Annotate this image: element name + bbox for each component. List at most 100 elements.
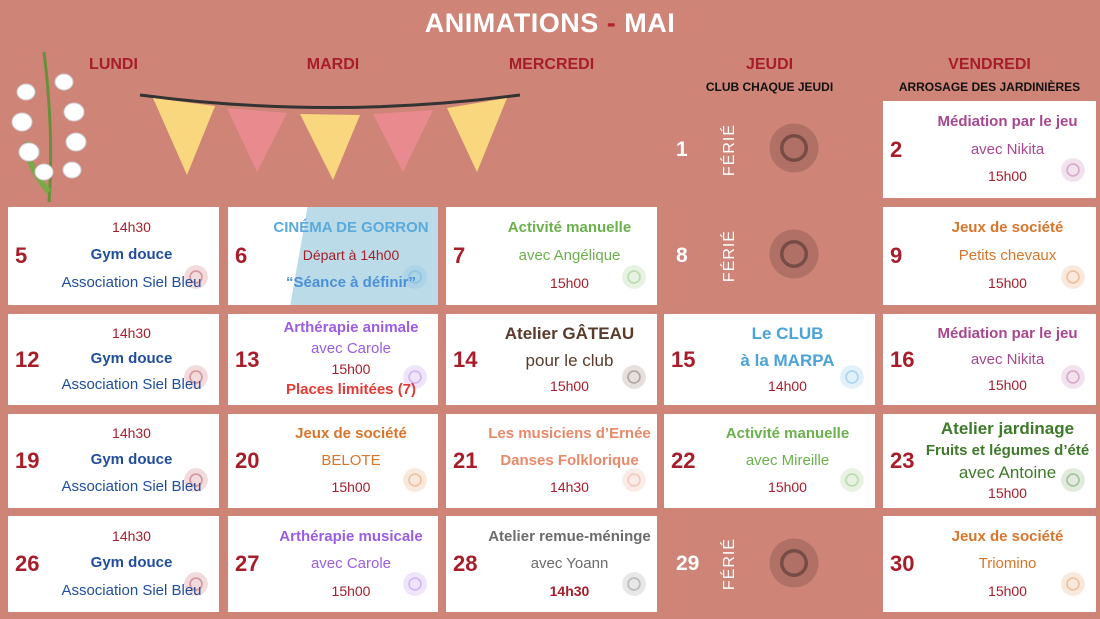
event-cell: 30 Jeux de société Triomino 15h00: [883, 516, 1096, 612]
event-line: Gym douce: [90, 349, 173, 367]
event-details: Activité manuelle avec Mireille 15h00: [704, 416, 871, 506]
day-number: 15: [671, 346, 696, 372]
butterfly-icon: [759, 528, 829, 603]
holiday-label: FÉRIÉ: [721, 537, 739, 591]
event-cell: 9 Jeux de société Petits chevaux 15h00: [883, 207, 1096, 305]
event-details: Médiation par le jeu avec Nikita 15h00: [923, 103, 1092, 196]
day-subtitle: CLUB CHAQUE JEUDI: [705, 80, 834, 94]
event-line: Gym douce: [90, 451, 173, 469]
event-line: Activité manuelle: [507, 219, 632, 237]
event-line: Atelier remue-méninge: [488, 527, 651, 545]
day-header-mardi: MARDI: [228, 56, 438, 74]
accordion-icon: [398, 567, 432, 606]
event-line: avec Carole: [310, 555, 392, 573]
event-cell: 22 Activité manuelle avec Mireille 15h00: [664, 414, 875, 508]
event-line: 14h30: [549, 582, 590, 599]
event-details: Arthérapie musicale avec Carole 15h00: [268, 518, 434, 610]
event-line: Association Siel Bleu: [61, 274, 202, 292]
day-number: 29: [676, 552, 700, 575]
event-line: 15h00: [988, 275, 1027, 292]
event-line: Jeux de société: [951, 219, 1064, 237]
dancers-icon: [179, 260, 213, 299]
bunting-decoration: [139, 93, 521, 180]
event-details: Arthérapie animale avec Carole 15h00 Places…: [268, 316, 434, 403]
event-cell: 13 Arthérapie animale avec Carole 15h00 Pla…: [228, 314, 438, 405]
dice-icon: [1056, 153, 1090, 192]
card-suits-icon: [835, 360, 869, 399]
event-details: Les musiciens d’Ernée Danses Folklorique 1…: [486, 416, 653, 506]
event-line: 14h30: [112, 527, 151, 544]
day-number: 22: [671, 448, 696, 473]
event-line: CINÉMA DE GORRON: [273, 219, 429, 237]
senior-dumbbells-icon: [179, 567, 213, 606]
event-line: Médiation par le jeu: [937, 113, 1078, 131]
day-number: 8: [676, 244, 688, 267]
event-line: BELOTE: [321, 452, 381, 470]
lily-of-the-valley-icon: [11, 51, 87, 203]
event-details: Médiation par le jeu avec Nikita 15h00: [923, 316, 1092, 403]
day-number: 13: [235, 346, 260, 372]
day-number: 28: [453, 551, 478, 576]
event-line: 15h00: [550, 275, 589, 292]
event-details: Atelier GÂTEAU pour le club 15h00: [486, 316, 653, 403]
page-title: ANIMATIONS - MAI: [0, 8, 1100, 39]
day-number: 7: [453, 243, 466, 268]
event-line: avec Antoine: [958, 462, 1057, 482]
holiday-cell: 8 FÉRIÉ: [664, 207, 875, 305]
title-month: MAI: [624, 8, 676, 38]
event-cell: 21 Les musiciens d’Ernée Danses Folkloriq…: [446, 414, 657, 508]
event-cell: 2 Médiation par le jeu avec Nikita 15h00: [883, 101, 1096, 198]
day-number: 23: [890, 448, 915, 473]
day-number: 12: [15, 346, 40, 372]
title-main: ANIMATIONS: [424, 8, 599, 38]
event-line: avec Carole: [310, 340, 392, 358]
day-number: 20: [235, 448, 260, 473]
event-line: Triomino: [978, 555, 1037, 573]
event-line: 14h30: [112, 324, 151, 341]
event-line: avec Mireille: [745, 452, 830, 470]
event-details: Le CLUB à la MARPA 14h00: [704, 316, 871, 403]
day-number: 6: [235, 243, 248, 268]
event-line: avec Nikita: [970, 140, 1045, 158]
day-label: VENDREDI: [948, 56, 1031, 73]
day-number: 5: [15, 243, 28, 268]
event-details: Atelier remue-méninge avec Yoann 14h30: [486, 518, 653, 610]
day-header-mercredi: MERCREDI: [446, 56, 657, 74]
pets-icon: [398, 360, 432, 399]
athlete-icon: [179, 360, 213, 399]
event-line: 14h30: [550, 479, 589, 496]
gardeners-icon: [1056, 463, 1090, 502]
event-line: Le CLUB: [751, 323, 824, 343]
event-line: Places limitées (7): [285, 381, 417, 399]
event-line: Association Siel Bleu: [61, 581, 202, 599]
day-number: 16: [890, 346, 915, 372]
day-number: 1: [676, 137, 688, 161]
paint-brushes-icon: [835, 463, 869, 502]
day-number: 30: [890, 551, 915, 576]
ring-toss-icon: [1056, 360, 1090, 399]
film-projector-icon: [398, 260, 432, 299]
event-line: 15h00: [331, 361, 371, 378]
event-line: 15h00: [768, 479, 807, 496]
cherries-icon: [759, 113, 829, 188]
event-line: 15h00: [988, 582, 1027, 599]
day-label: JEUDI: [745, 56, 794, 73]
event-cell: 12 14h30 Gym douce Association Siel Bleu: [8, 314, 219, 405]
event-details: 14h30 Gym douce Association Siel Bleu: [48, 416, 215, 506]
event-line: Jeux de société: [951, 527, 1064, 545]
event-line: 15h00: [331, 582, 371, 599]
event-cell: 6 CINÉMA DE GORRON Départ à 14h00 “Séance …: [228, 207, 438, 305]
day-number: 19: [15, 448, 40, 473]
holiday-cell: 29 FÉRIÉ: [664, 516, 875, 612]
event-line: à la MARPA: [740, 350, 835, 370]
holiday-label: FÉRIÉ: [721, 229, 739, 283]
event-line: avec Nikita: [970, 350, 1045, 368]
event-line: Association Siel Bleu: [61, 478, 202, 496]
event-cell: 23 Atelier jardinage Fruits et légumes d’…: [883, 414, 1096, 508]
event-line: 15h00: [988, 485, 1027, 502]
day-header-lundi: LUNDI: [8, 56, 219, 74]
event-cell: 20 Jeux de société BELOTE 15h00: [228, 414, 438, 508]
event-line: Jeux de société: [295, 425, 407, 443]
event-details: Jeux de société Triomino 15h00: [923, 518, 1092, 610]
day-label: MERCREDI: [508, 56, 595, 73]
